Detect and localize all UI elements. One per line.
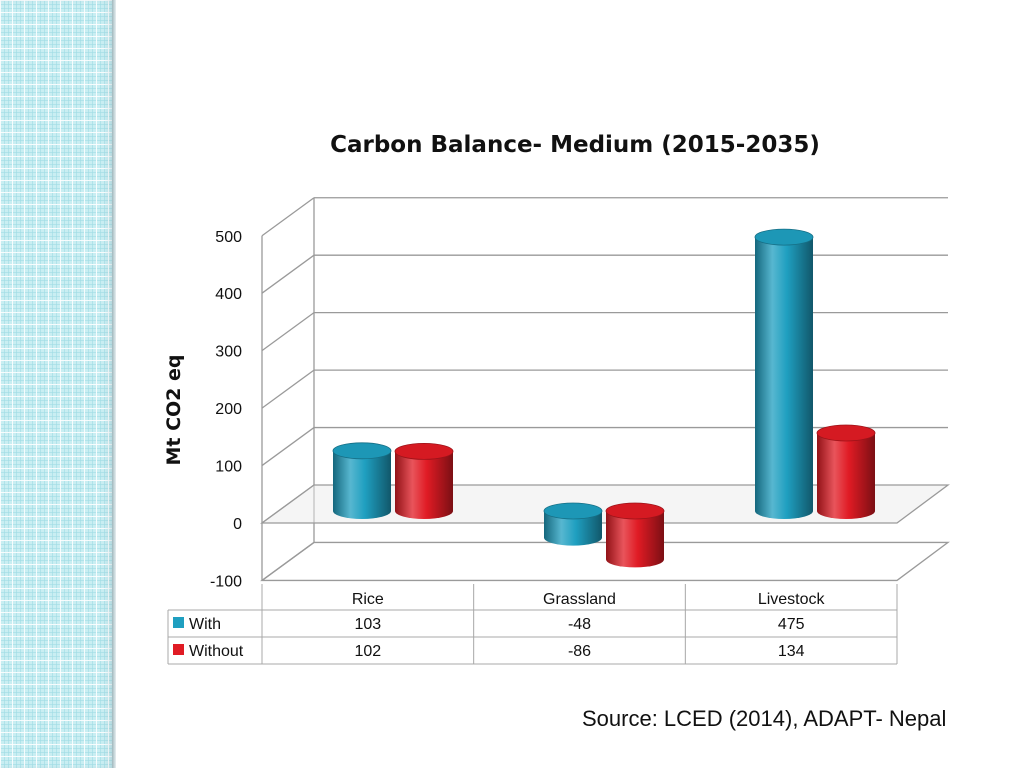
data-table-cell: 134 [778, 643, 805, 660]
data-table-cell: -48 [568, 616, 591, 633]
data-table-cell: 475 [778, 616, 805, 633]
y-tick-label: 100 [215, 459, 242, 476]
side-wall-line [261, 427, 315, 467]
y-tick-label: 500 [215, 229, 242, 246]
legend-label-without: Without [189, 643, 244, 660]
side-wall-line [261, 197, 315, 237]
bar-grassland-without [606, 511, 664, 568]
bar-livestock-without [817, 433, 875, 519]
bar-rice-without [395, 451, 453, 519]
y-tick-label: -100 [210, 573, 242, 590]
x-category-label: Grassland [543, 591, 616, 608]
x-category-label: Rice [352, 591, 384, 608]
side-wall-line [261, 312, 315, 352]
legend-swatch-with [173, 617, 184, 628]
legend-label-with: With [189, 616, 221, 633]
legend-swatch-without [173, 644, 184, 655]
bar-rice-with [333, 450, 391, 519]
data-table-cell: -86 [568, 643, 591, 660]
bar-cap-rice-without [394, 443, 454, 460]
y-tick-label: 300 [215, 344, 242, 361]
y-tick-label: 200 [215, 401, 242, 418]
bar-cap-rice-with [332, 442, 392, 460]
y-tick-label: 400 [215, 286, 242, 303]
source-citation: Source: LCED (2014), ADAPT- Nepal [582, 706, 947, 731]
bar-cap-livestock-with [754, 228, 814, 246]
bar-cap-grassland-with [543, 502, 603, 520]
bottom-floor [260, 541, 950, 582]
y-tick-label: 0 [233, 516, 242, 533]
side-strip-edge [112, 0, 116, 768]
bar-grassland-with [544, 511, 602, 546]
bar-cap-livestock-without [816, 424, 876, 442]
decorative-side-strip [0, 0, 115, 768]
side-wall-line [261, 254, 315, 294]
bar-livestock-with [755, 237, 813, 520]
chart-title: Carbon Balance- Medium (2015-2035) [330, 132, 820, 158]
bar-cap-grassland-without [605, 502, 665, 520]
data-table-cell: 103 [354, 616, 381, 633]
side-wall-line [261, 369, 315, 409]
data-table-cell: 102 [354, 643, 381, 660]
x-category-label: Livestock [758, 591, 826, 608]
